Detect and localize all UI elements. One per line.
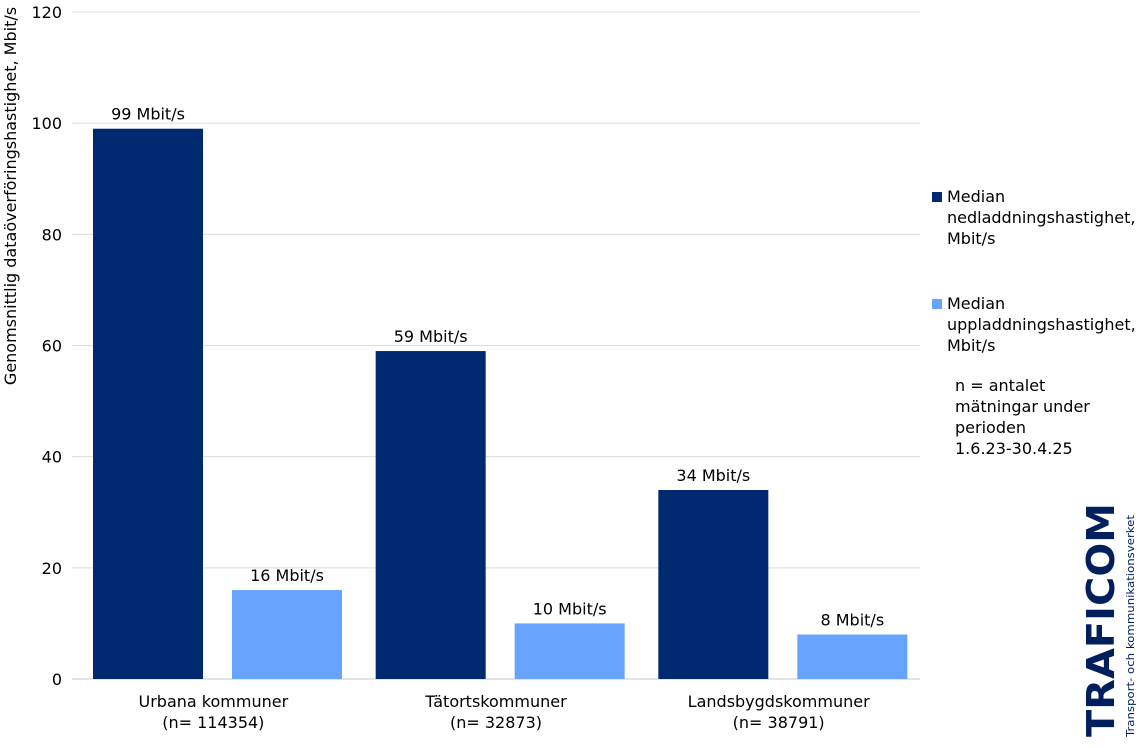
logo-tagline: Transport- och kommunikationsverket [1124,514,1137,738]
y-axis-ticks: 0 20 40 60 80 100 120 [31,3,62,689]
y-axis-label: Genomsnittlig dataöverföringshastighet, … [1,7,20,385]
y-tick-label: 0 [52,670,62,689]
bar-download [375,351,486,679]
data-label: 10 Mbit/s [533,599,607,618]
x-category-label: Urbana kommuner [139,692,289,711]
y-tick-label: 80 [42,225,62,244]
bar-upload [232,590,342,679]
x-category-label: Tätortskommuner [424,692,567,711]
legend-swatch-download [932,192,942,202]
y-tick-label: 120 [31,3,62,22]
traficom-logo: TRAFICOM Transport- och kommunikationsve… [1079,503,1137,738]
x-axis-categories: Urbana kommuner (n= 114354) Tätortskommune… [139,692,871,732]
x-category-label: (n= 32873) [450,713,542,732]
y-tick-label: 20 [42,559,62,578]
data-label: 99 Mbit/s [111,105,185,124]
logo-wordmark: TRAFICOM [1079,503,1123,737]
bars [93,128,908,680]
data-labels: 99 Mbit/s 16 Mbit/s 59 Mbit/s 10 Mbit/s 34 M… [111,105,884,630]
y-tick-label: 60 [42,337,62,356]
y-tick-label: 100 [31,114,62,133]
gridlines [72,11,920,680]
data-label: 59 Mbit/s [394,327,468,346]
sample-size-note: n = antalet mätningar under perioden 1.6… [955,376,1090,458]
y-tick-label: 40 [42,448,62,467]
bar-download [658,490,769,679]
data-label: 34 Mbit/s [676,466,750,485]
bar-download [93,128,203,680]
bar-upload [514,623,625,679]
legend-swatch-upload [932,299,942,309]
bar-chart: 0 20 40 60 80 100 120 99 Mbit/s 16 Mbit/s 59 Mbi… [1,3,920,732]
data-label: 16 Mbit/s [250,566,324,585]
legend-label-download: Median nedladdningshastighet, Mbit/s [947,187,1136,248]
x-category-label: Landsbygdskommuner [688,692,870,711]
data-label: 8 Mbit/s [820,611,884,630]
x-category-label: (n= 114354) [162,713,264,732]
legend-label-upload: Median uppladdningshastighet, Mbit/s [947,294,1136,355]
bar-upload [797,634,908,679]
x-category-label: (n= 38791) [733,713,825,732]
